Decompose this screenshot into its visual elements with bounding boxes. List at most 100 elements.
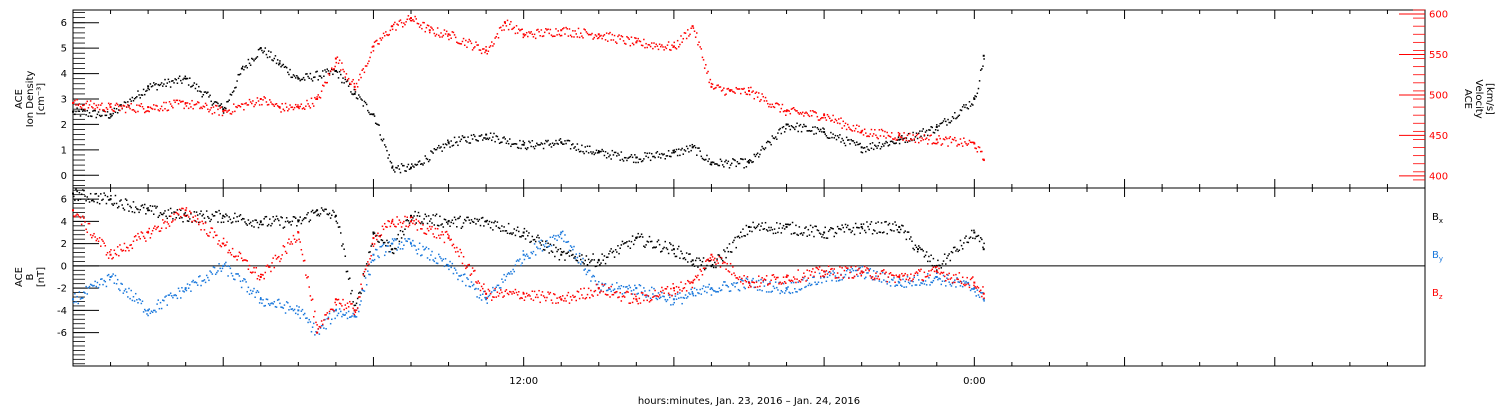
top-data-point bbox=[278, 62, 281, 65]
bottom-scatter-dot bbox=[841, 224, 843, 226]
top-scatter-dot bbox=[406, 18, 408, 21]
bottom-scatter-dot bbox=[85, 199, 87, 202]
bottom-scatter-dot bbox=[306, 317, 308, 319]
bottom-scatter-dot bbox=[728, 243, 731, 245]
top-data-point bbox=[823, 131, 826, 134]
bottom-scatter-dot bbox=[627, 245, 629, 248]
bottom-scatter-dot bbox=[869, 268, 872, 270]
top-scatter-dot bbox=[734, 92, 736, 94]
top-scatter-dot bbox=[850, 138, 852, 141]
top-scatter-dot bbox=[797, 130, 799, 133]
top-scatter-dot bbox=[845, 136, 848, 139]
top-scatter-dot bbox=[760, 98, 762, 101]
bottom-scatter-dot bbox=[167, 294, 170, 296]
bottom-scatter-dot bbox=[899, 284, 902, 286]
bottom-scatter-dot bbox=[841, 267, 843, 269]
bottom-scatter-dot bbox=[868, 269, 870, 271]
bottom-scatter-dot bbox=[943, 280, 946, 282]
top-scatter-dot bbox=[405, 21, 407, 23]
top-scatter-dot bbox=[942, 138, 945, 140]
top-scatter-dot bbox=[602, 150, 605, 153]
top-scatter-dot bbox=[207, 91, 209, 93]
top-scatter-dot bbox=[151, 85, 154, 87]
bottom-scatter-dot bbox=[655, 295, 657, 297]
top-scatter-dot bbox=[547, 139, 549, 142]
bottom-scatter-dot bbox=[825, 270, 828, 272]
top-scatter-dot bbox=[251, 102, 253, 105]
top-scatter-dot bbox=[369, 56, 371, 59]
bottom-scatter-dot bbox=[121, 283, 123, 285]
bottom-scatter-dot bbox=[448, 235, 450, 237]
top-scatter-dot bbox=[531, 33, 534, 36]
bottom-data-point bbox=[973, 231, 976, 234]
bottom-scatter-dot bbox=[421, 221, 423, 223]
bottom-scatter-dot bbox=[604, 262, 607, 265]
top-scatter-dot bbox=[590, 33, 592, 36]
bottom-scatter-dot bbox=[697, 274, 699, 277]
bottom-scatter-dot bbox=[690, 260, 692, 263]
bottom-scatter-dot bbox=[587, 287, 590, 290]
top-scatter-dot bbox=[714, 87, 716, 90]
top-scatter-dot bbox=[200, 106, 202, 109]
bottom-scatter-dot bbox=[111, 203, 113, 205]
top-scatter-dot bbox=[219, 104, 221, 107]
top-scatter-dot bbox=[887, 145, 890, 147]
bottom-scatter-dot bbox=[969, 278, 972, 281]
bottom-scatter-dot bbox=[711, 256, 714, 258]
bottom-scatter-dot bbox=[554, 238, 556, 240]
bottom-scatter-dot bbox=[568, 249, 571, 252]
top-scatter-dot bbox=[442, 34, 445, 37]
bottom-scatter-dot bbox=[465, 219, 467, 222]
top-scatter-dot bbox=[204, 102, 207, 105]
top-scatter-dot bbox=[974, 95, 976, 97]
top-scatter-dot bbox=[912, 134, 914, 136]
top-scatter-dot bbox=[724, 160, 726, 163]
top-scatter-dot bbox=[825, 135, 828, 137]
bottom-scatter-dot bbox=[889, 285, 892, 287]
top-scatter-dot bbox=[220, 106, 223, 108]
bottom-scatter-dot bbox=[469, 285, 472, 288]
bottom-scatter-dot bbox=[300, 248, 303, 251]
bottom-scatter-dot bbox=[422, 222, 424, 225]
top-scatter-dot bbox=[140, 94, 143, 96]
bottom-scatter-dot bbox=[715, 291, 717, 293]
top-scatter-dot bbox=[345, 73, 348, 75]
top-scatter-dot bbox=[852, 140, 855, 142]
top-scatter-dot bbox=[697, 147, 699, 149]
bottom-scatter-dot bbox=[114, 274, 117, 277]
bottom-scatter-dot bbox=[696, 276, 698, 279]
top-scatter-dot bbox=[881, 129, 884, 132]
top-scatter-dot bbox=[381, 37, 384, 39]
bottom-scatter-dot bbox=[380, 245, 383, 248]
bottom-scatter-dot bbox=[429, 259, 431, 261]
bottom-scatter-dot bbox=[628, 240, 630, 242]
bottom-scatter-dot bbox=[616, 282, 618, 284]
top-scatter-dot bbox=[262, 99, 264, 101]
top-scatter-dot bbox=[557, 30, 559, 32]
bottom-scatter-dot bbox=[283, 304, 286, 306]
bottom-scatter-dot bbox=[285, 301, 288, 303]
bottom-scatter-dot bbox=[681, 252, 683, 255]
top-scatter-dot bbox=[785, 128, 787, 130]
top-scatter-dot bbox=[764, 147, 767, 149]
bottom-scatter-dot bbox=[136, 207, 138, 210]
top-scatter-dot bbox=[681, 41, 683, 43]
top-scatter-dot bbox=[899, 136, 902, 138]
bottom-scatter-dot bbox=[162, 219, 164, 221]
bottom-scatter-dot bbox=[592, 253, 594, 255]
bottom-scatter-dot bbox=[432, 259, 434, 261]
top-scatter-dot bbox=[745, 166, 748, 168]
top-scatter-dot bbox=[305, 105, 307, 107]
bottom-scatter-dot bbox=[303, 259, 306, 262]
bottom-scatter-dot bbox=[351, 289, 353, 292]
top-scatter-dot bbox=[965, 142, 967, 145]
top-scatter-dot bbox=[854, 127, 857, 130]
top-scatter-dot bbox=[417, 161, 420, 163]
bottom-scatter-dot bbox=[773, 228, 776, 230]
top-scatter-dot bbox=[77, 110, 80, 112]
bottom-scatter-dot bbox=[622, 243, 625, 245]
bottom-scatter-dot bbox=[600, 290, 602, 292]
top-scatter-dot bbox=[835, 119, 838, 122]
bottom-scatter-dot bbox=[589, 269, 591, 272]
top-scatter-dot bbox=[930, 134, 932, 136]
